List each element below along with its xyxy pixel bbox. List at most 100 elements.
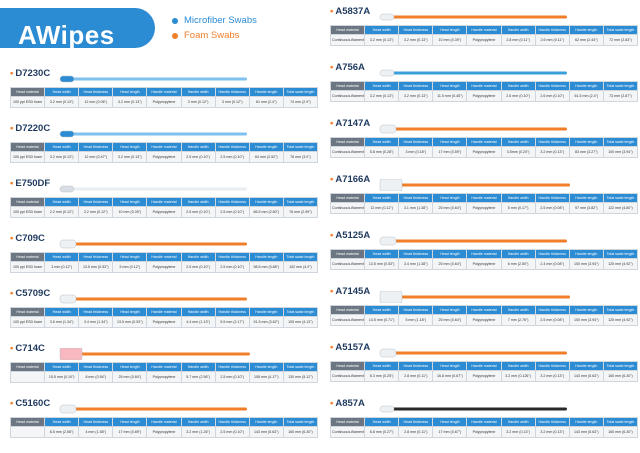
spec-header-cell: Head material [329, 193, 366, 203]
spec-value-cell: Polypropylene [466, 90, 502, 102]
spec-header-cell: Head material [9, 87, 46, 97]
swab-head [379, 179, 403, 191]
spec-header-row: Head material Head width Head thickness Hea… [329, 361, 639, 371]
spec-header-cell: Head length [112, 417, 148, 427]
spec-header-row: Head material Head width Head thickness Hea… [329, 305, 639, 315]
spec-table: Head material Head width Head thickness Hea… [329, 417, 639, 438]
spec-header-cell: Head width [364, 193, 400, 203]
spec-value-cell: 130 mm (5.12") [282, 371, 319, 383]
spec-header-cell: Handle width [500, 25, 536, 35]
spec-value-cell: 100 ppi ESD foam [9, 261, 46, 273]
product-code: • A5157A [330, 342, 370, 353]
spec-header-cell: Head thickness [398, 417, 434, 427]
spec-value-cell: 13.5 mm (0.53") [78, 261, 114, 273]
product-card: • C709C Head material Head width Head thickn… [9, 233, 319, 286]
spec-value-cell: 2.5 mm (0.10") [214, 426, 250, 438]
product-code: • E750DF [10, 178, 50, 189]
spec-value-cell: Continuous-filament knitted polyester [329, 202, 366, 214]
spec-value-cell: 160 mm (6.30") [282, 426, 319, 438]
spec-value-cell: 2.5 mm (0.10") [180, 206, 216, 218]
spec-header-cell: Head length [112, 197, 148, 207]
spec-header-cell: Head length [432, 417, 468, 427]
product-card: • D7220C Head material Head width Head thick… [9, 123, 319, 176]
swab-head [379, 69, 395, 77]
spec-value-cell: 3.6 mm (1.34") [44, 316, 80, 328]
spec-value-cell: 3.4 mm (1.34") [78, 316, 114, 328]
swab-handle [392, 239, 567, 243]
spec-header-cell: Handle width [500, 305, 536, 315]
swab-head [59, 75, 75, 83]
spec-value-cell: Continuous-filament knitted polyester [329, 90, 366, 102]
spec-value-cell: 6.3 mm (0.25") [364, 370, 400, 382]
spec-value-row: Continuous-filament knitted polyester13.… [329, 258, 639, 270]
spec-header-cell: Head length [112, 362, 148, 372]
spec-table: Head material Head width Head thickness Hea… [9, 417, 319, 438]
spec-header-cell: Handle width [180, 252, 216, 262]
swab-handle [392, 407, 567, 411]
spec-table: Head material Head width Head thickness Hea… [329, 249, 639, 270]
legend-item-foam: Foam Swabs [172, 28, 257, 43]
spec-header-cell: Head thickness [398, 25, 434, 35]
swab-illustration [379, 179, 570, 191]
spec-header-cell: Total swab length [282, 142, 319, 152]
spec-value-cell: 17 mm (0.89") [112, 426, 148, 438]
spec-header-cell: Head width [44, 362, 80, 372]
product-code: • A7147A [330, 118, 370, 129]
spec-value-cell: 2.5 mm (0.10") [180, 151, 216, 163]
spec-header-cell: Head length [432, 305, 468, 315]
spec-header-cell: Handle material [146, 252, 182, 262]
swab-illustration [379, 124, 567, 134]
swab-head [59, 404, 77, 414]
product-code-label: A857A [335, 398, 365, 409]
spec-header-cell: Handle thickness [534, 193, 570, 203]
spec-value-cell: 3.4 mm (1.38") [398, 258, 434, 270]
spec-value-cell: 61.5 mm (2.4") [568, 90, 604, 102]
product-card: • C5160C Head material Head width Head thick… [9, 398, 319, 451]
spec-value-cell: 3.2 mm (0.13") [44, 96, 80, 108]
spec-value-cell: 11.5 mm (0.45") [432, 90, 468, 102]
spec-header-cell: Handle thickness [534, 361, 570, 371]
spec-value-cell: 12 mm (0.47") [78, 151, 114, 163]
spec-value-cell: 108 mm (4.17") [248, 371, 284, 383]
spec-header-cell: Head length [432, 249, 468, 259]
spec-value-cell: 4.4 mm (1.13") [180, 316, 216, 328]
spec-value-cell: 100 ppi ESD foam [9, 151, 46, 163]
swab-illustration [59, 348, 250, 360]
spec-value-cell [9, 371, 46, 383]
spec-value-cell: 3.2 mm (0.126") [500, 370, 536, 382]
spec-value-cell: 10 mm (0.39") [432, 34, 468, 46]
spec-header-cell: Handle material [146, 362, 182, 372]
product-code-label: C5709C [15, 288, 51, 299]
spec-value-row: 100 ppi ESD foam 3.2 mm (0.13") 12 mm (0.4… [9, 151, 319, 163]
spec-table: Head material Head width Head thickness Hea… [329, 361, 639, 382]
spec-header-cell: Handle material [466, 417, 502, 427]
spec-header-cell: Handle material [466, 249, 502, 259]
spec-header-cell: Total swab length [602, 305, 639, 315]
spec-header-cell: Total swab length [282, 307, 319, 317]
spec-header-cell: Head thickness [398, 81, 434, 91]
spec-value-cell: 72 mm (2.83") [602, 34, 639, 46]
brand-logo: AWipes [18, 20, 115, 50]
spec-header-cell: Handle thickness [534, 305, 570, 315]
spec-header-cell: Handle width [180, 362, 216, 372]
swab-head [379, 291, 403, 303]
product-code-label: A7147A [335, 118, 371, 129]
product-code: • A756A [330, 62, 365, 73]
spec-header-cell: Head thickness [398, 193, 434, 203]
spec-value-row: 6.5 mm (2.56") 4 mm (1.58") 17 mm (0.89") P… [9, 426, 319, 438]
spec-value-cell: 3.2 mm (0.13") [364, 34, 400, 46]
spec-value-cell: 6.5 mm (2.56") [44, 426, 80, 438]
spec-value-cell: Polypropylene [146, 316, 182, 328]
spec-header-cell: Head length [432, 25, 468, 35]
spec-header-cell: Handle width [500, 81, 536, 91]
product-code: • D7230C [10, 68, 50, 79]
spec-header-cell: Head width [44, 417, 80, 427]
spec-value-cell: Polypropylene [146, 261, 182, 273]
spec-header-cell: Head length [432, 361, 468, 371]
product-code-label: E750DF [15, 178, 51, 189]
swab-handle [392, 71, 567, 75]
spec-value-cell: 66.5 mm (2.60") [248, 206, 284, 218]
spec-table: Head material Head width Head thickness Hea… [329, 25, 639, 46]
product-code: • C714C [10, 343, 45, 354]
product-code-label: C714C [15, 343, 45, 354]
